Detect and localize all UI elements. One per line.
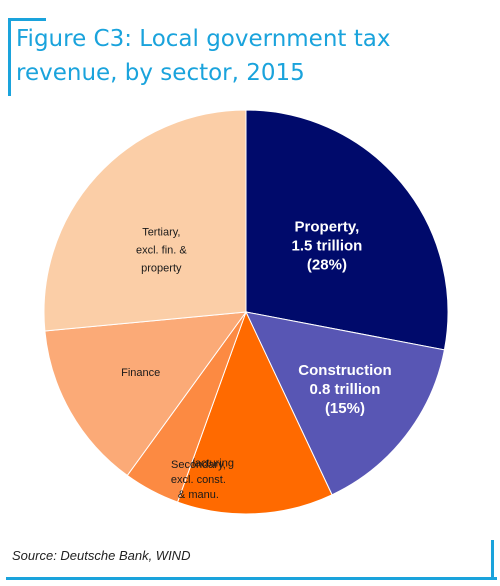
pie-slice-label-line: Finance [121,367,160,379]
pie-slice-label-line: Construction [298,362,391,379]
pie-slice-label-0: Property, 1.5 trillion (28%) [292,218,363,273]
pie-slice-1 [245,311,446,496]
frame-corner-bottom-right-vertical [491,540,494,580]
pie-slice-0 [245,109,449,351]
pie-slice-label-1: Construction 0.8 trillion (15%) [298,362,391,417]
pie-slice-label-line: Tertiary, [142,227,180,239]
pie-slice-label-5: Tertiary, excl. fin. & property [136,227,187,275]
pie-slice-label-line: (28%) [307,256,347,273]
pie-slice-label-line: excl. fin. & [136,245,187,257]
pie-slice-label-3: Secondary, excl. const. & manu. [171,459,226,501]
pie-slice-label-line: 1.5 trillion [292,237,363,254]
pie-slice-label-line: Secondary, [171,459,226,471]
chart-title: Figure C3: Local government tax revenue,… [16,26,391,86]
pie-slice-label-line: excl. const. [171,474,226,486]
pie-slice-label-line: (15%) [325,400,365,417]
pie-slice-5 [43,109,247,332]
pie-slice-label-line: property [141,263,182,275]
source-note: Source: Deutsche Bank, WIND [12,548,191,563]
frame-corner-top-left-vertical [8,18,11,96]
pie-slice-label-4: Finance [121,367,160,379]
pie-slice-2 [176,310,333,515]
pie-slice-label-line: & manu. [178,489,219,501]
frame-bottom-rule [6,577,497,580]
pie-slice-label-line: Property, [295,218,360,235]
frame-corner-top-left-horizontal [8,18,46,21]
pie-slice-label-line: 0.8 trillion [310,381,381,398]
pie-slice-4 [44,311,248,477]
